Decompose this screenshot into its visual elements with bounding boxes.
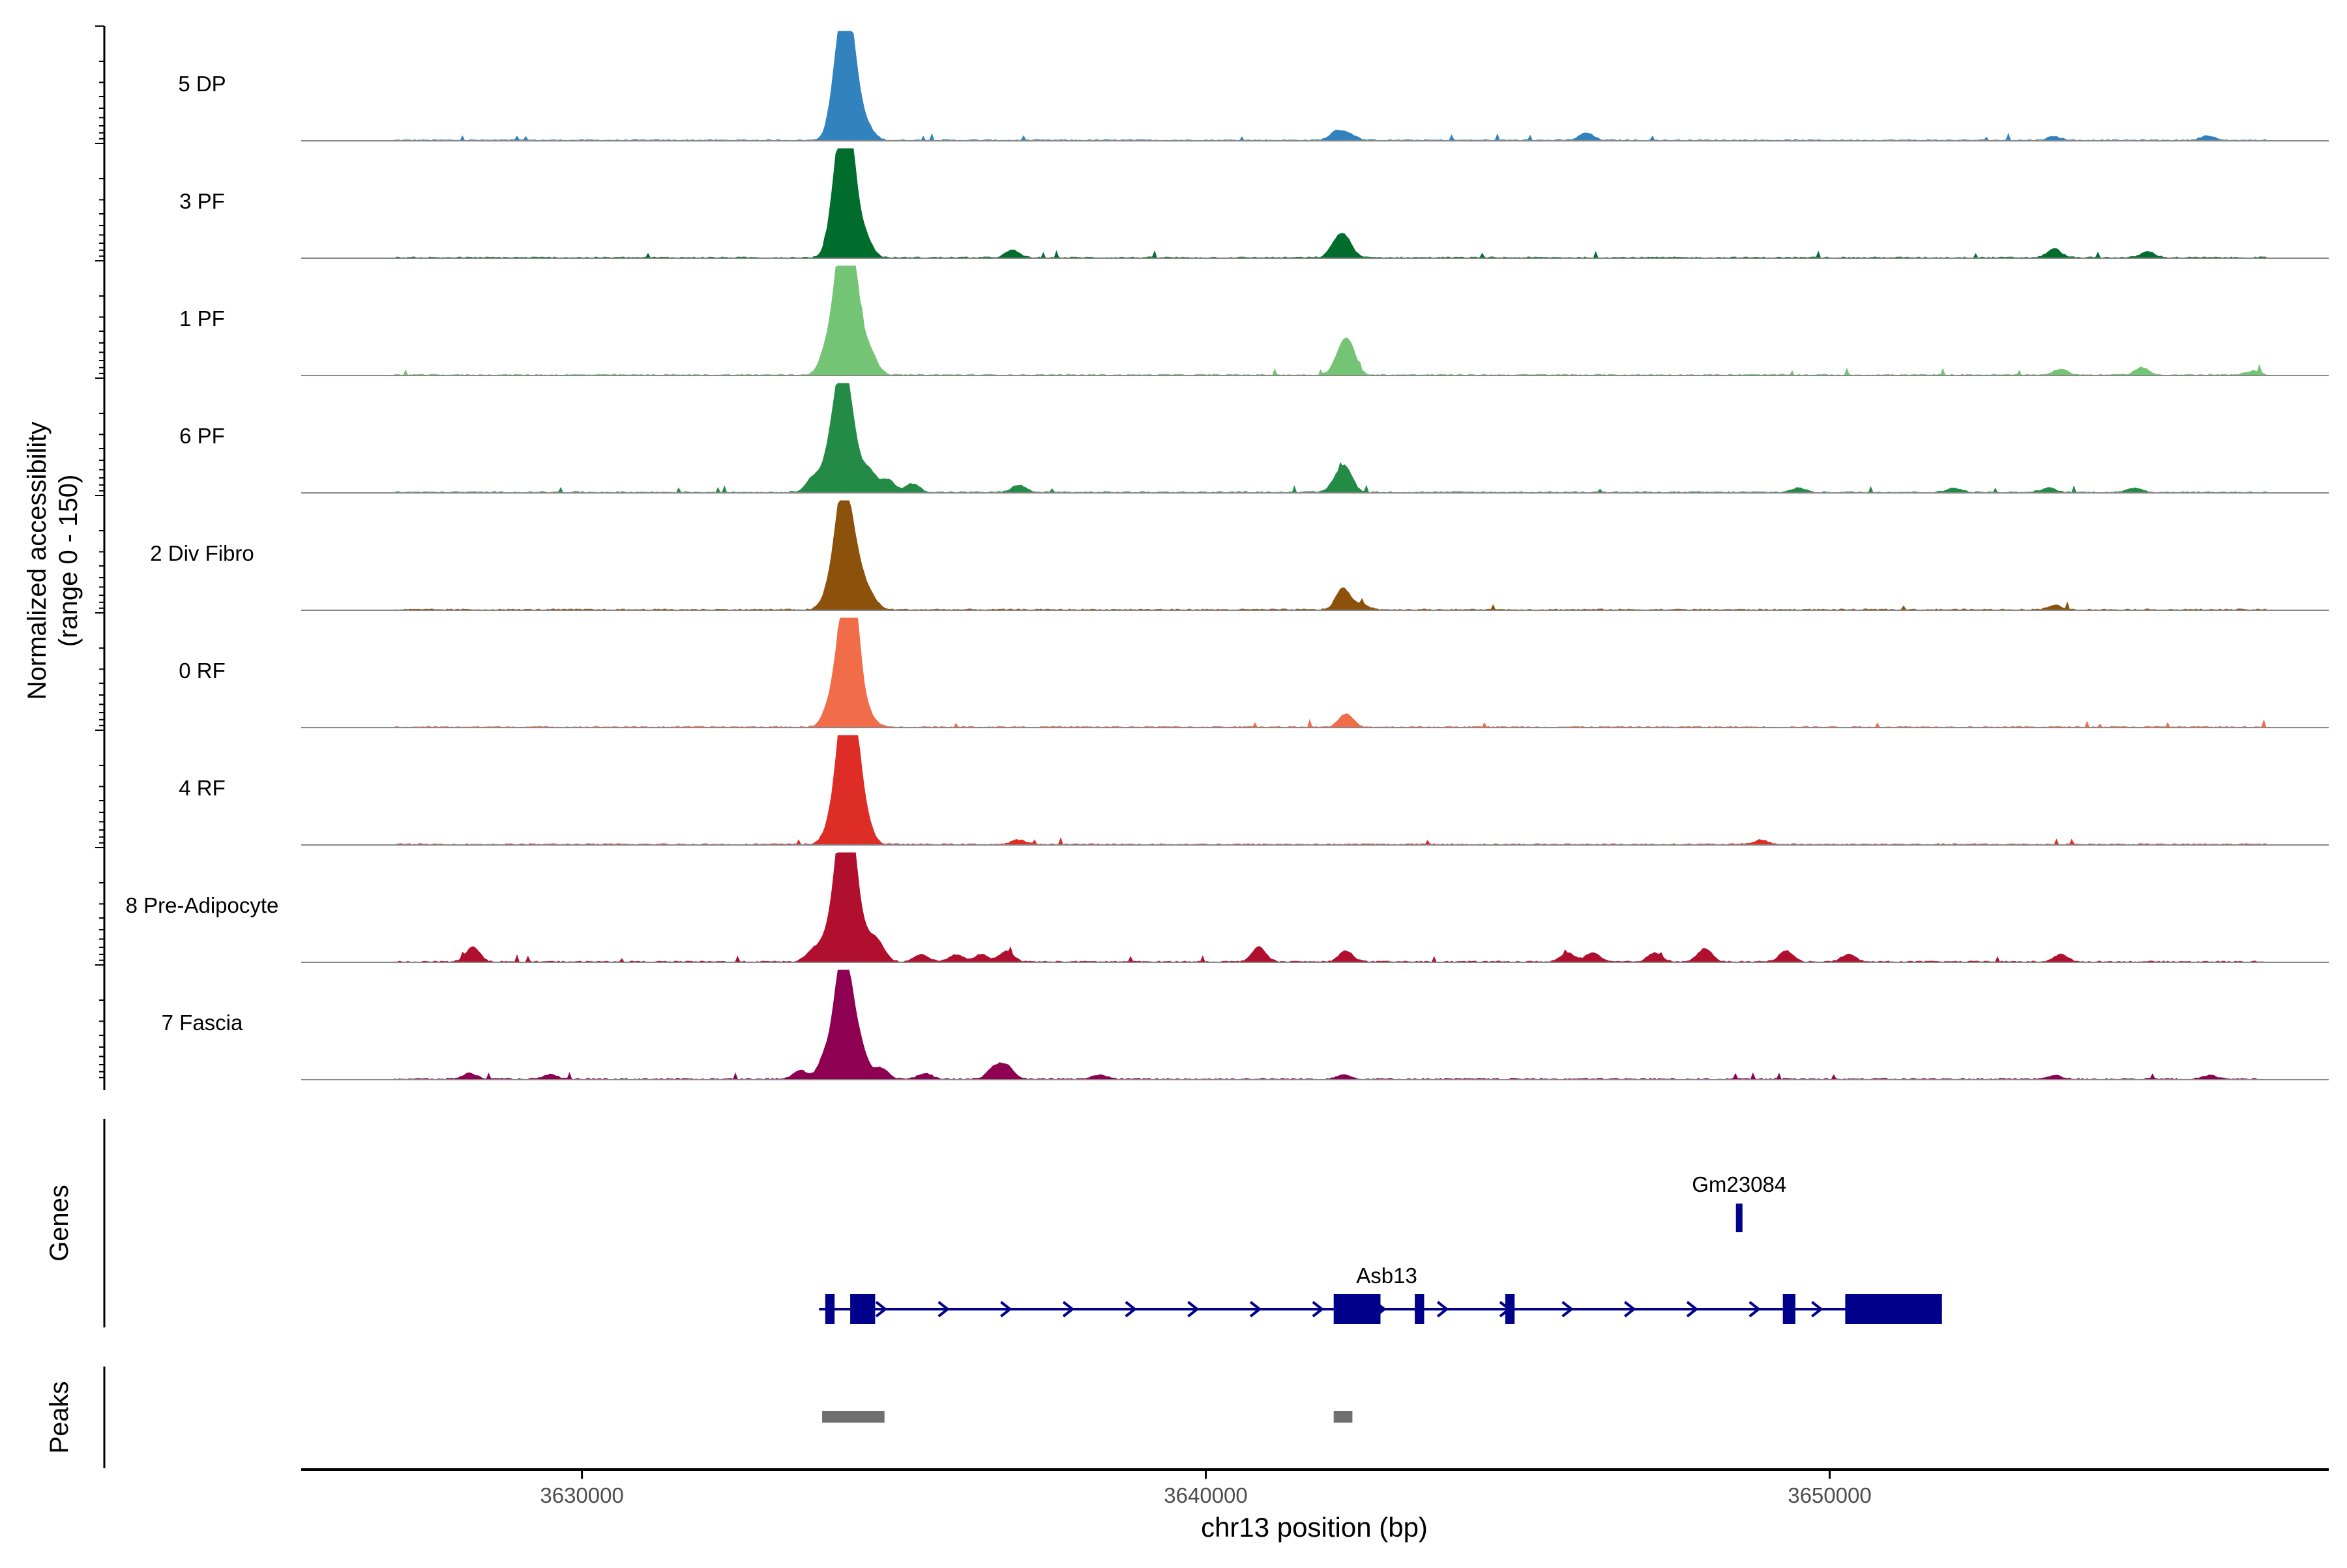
gene-exon <box>850 1294 876 1324</box>
strand-chevron <box>1624 1301 1636 1318</box>
track-label: 7 Fascia <box>162 1011 243 1035</box>
peak-region <box>1333 1411 1353 1423</box>
track-2: 3 PF <box>179 148 2329 259</box>
genes-track-label: Genes <box>45 1185 74 1262</box>
coverage-area-8 <box>394 852 2267 963</box>
coverage-area-3 <box>394 265 2267 376</box>
peaks-track: Peaks <box>45 1367 1353 1468</box>
strand-chevron <box>1125 1301 1137 1318</box>
x-axis-tick-label: 3630000 <box>540 1483 623 1507</box>
strand-chevron <box>1062 1301 1075 1318</box>
gene-label: Gm23084 <box>1692 1172 1786 1196</box>
coverage-area-9 <box>394 969 2268 1080</box>
peaks-track-label: Peaks <box>45 1381 74 1453</box>
strand-chevron <box>937 1301 950 1318</box>
coverage-tracks: 5 DP 3 PF 1 PF 6 PF 2 Div Fibro 0 RF 4 RF 8 Pre… <box>126 31 2329 1080</box>
strand-chevron <box>1249 1301 1262 1318</box>
track-8: 8 Pre-Adipocyte <box>126 852 2329 963</box>
strand-chevron <box>1749 1301 1761 1318</box>
track-label: 5 DP <box>178 72 226 96</box>
track-label: 6 PF <box>179 424 225 448</box>
coverage-area-2 <box>393 148 2267 259</box>
strand-chevron <box>1312 1301 1325 1318</box>
gene-exon <box>1333 1294 1381 1324</box>
gene-exon <box>825 1294 835 1324</box>
gene-exon <box>1505 1294 1515 1324</box>
track-label: 1 PF <box>179 306 225 331</box>
y-axis-label-line-1: Normalized accessibility <box>23 422 52 700</box>
track-label: 8 Pre-Adipocyte <box>126 893 279 917</box>
gene-Asb13: Asb13 <box>819 1264 1942 1324</box>
gene-exon <box>1735 1204 1743 1232</box>
strand-chevron <box>875 1301 888 1318</box>
gene-exon <box>1415 1294 1424 1324</box>
strand-chevron <box>1000 1301 1012 1318</box>
track-1: 5 DP <box>178 31 2329 141</box>
track-label: 3 PF <box>179 189 225 213</box>
gene-Gm23084: Gm23084 <box>1692 1172 1786 1232</box>
track-7: 4 RF <box>179 735 2329 846</box>
track-4: 6 PF <box>179 383 2329 494</box>
track-label: 2 Div Fibro <box>150 541 254 565</box>
track-label: 4 RF <box>179 776 226 800</box>
strand-chevron <box>1561 1301 1574 1318</box>
coverage-area-6 <box>394 617 2267 728</box>
track-9: 7 Fascia <box>162 969 2329 1080</box>
x-axis-tick-label: 3640000 <box>1164 1483 1247 1507</box>
track-3: 1 PF <box>179 265 2329 376</box>
strand-chevron <box>1686 1301 1699 1318</box>
x-axis-label: chr13 position (bp) <box>1201 1512 1428 1543</box>
gene-exon <box>1782 1294 1795 1324</box>
track-6: 0 RF <box>179 617 2329 728</box>
x-axis: 3630000 3640000 3650000 <box>301 1468 2329 1507</box>
x-axis-tick-label: 3650000 <box>1788 1483 1871 1507</box>
strand-chevron <box>1811 1301 1823 1318</box>
peak-region <box>822 1411 885 1423</box>
genes-track: Genes Asb13 Gm23084 <box>45 1119 1942 1327</box>
track-label: 0 RF <box>179 658 226 683</box>
strand-chevron <box>1187 1301 1200 1318</box>
coverage-area-7 <box>394 735 2267 846</box>
y-axis-layer <box>95 25 106 1090</box>
coverage-area-1 <box>394 31 2267 141</box>
strand-chevron <box>1436 1301 1449 1318</box>
track-5: 2 Div Fibro <box>150 500 2329 611</box>
coverage-area-4 <box>394 383 2267 494</box>
gene-exon <box>1845 1294 1942 1324</box>
coverage-area-5 <box>394 500 2267 611</box>
gene-label: Asb13 <box>1356 1264 1417 1288</box>
y-axis-label-line-2: (range 0 - 150) <box>54 475 83 647</box>
